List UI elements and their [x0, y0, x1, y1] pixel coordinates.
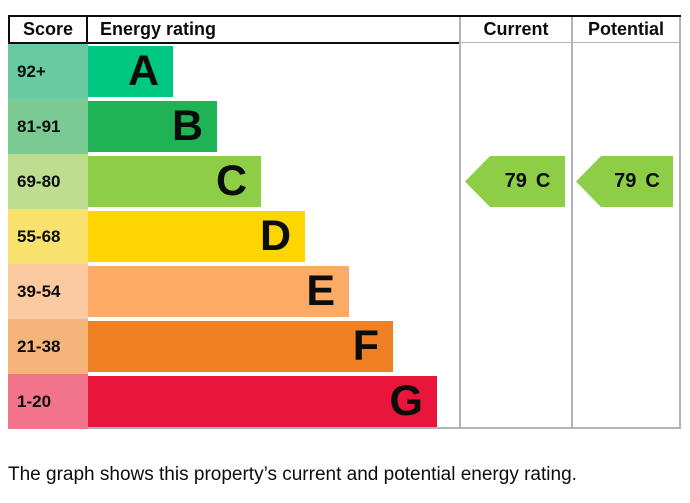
band-score-label: 21-38 [8, 319, 88, 374]
header-underline-right [459, 42, 681, 43]
band-score-label: 55-68 [8, 209, 88, 264]
header-score-label: Score [22, 19, 74, 39]
band-row: 92+ A [8, 44, 459, 99]
band-row: 21-38 F [8, 319, 459, 374]
band-score-label: 1-20 [8, 374, 88, 429]
band-score-label: 69-80 [8, 154, 88, 209]
band-letter-label: F [352, 322, 379, 370]
band-bar: C [88, 156, 261, 207]
potential-rating-band: C [645, 170, 660, 192]
band-row: 55-68 D [8, 209, 459, 264]
band-bar: F [88, 321, 393, 372]
band-row: 69-80 C [8, 154, 459, 209]
band-score-label: 81-91 [8, 99, 88, 154]
band-letter-label: A [127, 47, 159, 95]
epc-chart: Score Energy rating Current Potential 92… [8, 15, 681, 429]
header-potential: Potential [573, 17, 679, 42]
band-bar: G [88, 376, 437, 427]
band-row: 1-20 G [8, 374, 459, 429]
current-rating-arrow: 79 C [465, 156, 565, 207]
band-letter-label: G [389, 377, 423, 425]
band-score-label: 39-54 [8, 264, 88, 319]
chart-top-border [8, 15, 681, 17]
current-rating-value: 79 [504, 170, 527, 192]
header-energy-rating: Energy rating [100, 17, 450, 42]
header-potential-label: Potential [587, 19, 664, 39]
band-letter-label: E [306, 267, 335, 315]
header-score: Score [8, 17, 88, 42]
chart-bottom-border [8, 427, 681, 429]
header-current: Current [461, 17, 571, 42]
potential-rating-arrow: 79 C [576, 156, 673, 207]
potential-rating-value: 79 [614, 170, 637, 192]
band-score-label: 92+ [8, 44, 88, 99]
band-bar: D [88, 211, 305, 262]
header-underline-left [8, 42, 459, 44]
band-letter-label: B [171, 102, 203, 150]
chart-right-border [679, 17, 681, 427]
band-letter-label: C [215, 157, 247, 205]
current-rating-band: C [535, 170, 551, 192]
band-bar: B [88, 101, 217, 152]
band-bar: E [88, 266, 349, 317]
column-divider-current [459, 17, 461, 427]
caption-text: The graph shows this property’s current … [8, 464, 577, 485]
header-energy-rating-label: Energy rating [100, 19, 217, 39]
band-row: 81-91 B [8, 99, 459, 154]
band-letter-label: D [259, 212, 291, 260]
header-current-label: Current [483, 19, 549, 39]
band-bar: A [88, 46, 173, 97]
column-divider-potential [571, 17, 573, 427]
band-row: 39-54 E [8, 264, 459, 319]
band-rows: 92+ A 81-91 B 69-80 C 55-68 D 39-54 E 21… [8, 44, 459, 429]
